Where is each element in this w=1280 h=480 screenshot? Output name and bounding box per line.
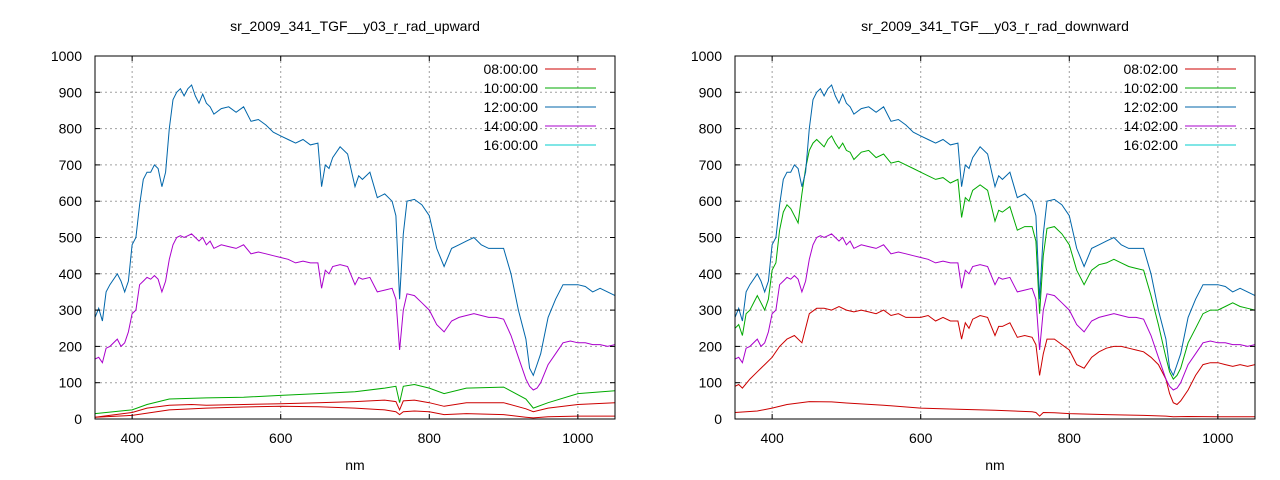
x-tick-label: 400 xyxy=(760,430,784,446)
series-group xyxy=(735,84,1255,418)
legend-label: 10:00:00 xyxy=(484,80,539,96)
y-tick-label: 700 xyxy=(699,157,723,173)
series-line xyxy=(735,135,1255,380)
series-line xyxy=(95,383,615,415)
y-tick-label: 800 xyxy=(699,121,723,137)
series-line xyxy=(95,399,615,418)
ticks: 0 100 200 300 400 500 600 700 800 900 1000 400 600 80… xyxy=(51,48,615,446)
y-tick-label: 700 xyxy=(59,157,83,173)
y-tick-label: 200 xyxy=(59,338,83,354)
x-tick-label: 600 xyxy=(909,430,933,446)
series-line xyxy=(735,401,1255,418)
x-tick-label: 800 xyxy=(418,430,442,446)
downward-radiance-chart: sr_2009_341_TGF__y03_r_rad_downward nm 0… xyxy=(691,18,1256,473)
series-line xyxy=(735,84,1255,377)
series-line xyxy=(95,84,615,377)
legend-label: 12:02:00 xyxy=(1124,99,1179,115)
y-tick-label: 100 xyxy=(699,375,723,391)
y-tick-label: 100 xyxy=(59,375,83,391)
series-line xyxy=(735,305,1255,406)
y-tick-label: 200 xyxy=(699,338,723,354)
series-group xyxy=(95,84,615,419)
series-line xyxy=(95,233,615,391)
chart-title: sr_2009_341_TGF__y03_r_rad_upward xyxy=(230,18,480,34)
legend: 08:02:00 10:02:00 12:02:00 14:02:00 16:02:00 xyxy=(1124,61,1236,153)
y-tick-label: 500 xyxy=(59,230,83,246)
y-tick-label: 300 xyxy=(699,302,723,318)
y-tick-label: 900 xyxy=(699,84,723,100)
x-tick-label: 1000 xyxy=(1202,430,1233,446)
y-tick-label: 800 xyxy=(59,121,83,137)
legend-label: 12:00:00 xyxy=(484,99,539,115)
legend-label: 10:02:00 xyxy=(1124,80,1179,96)
chart-title: sr_2009_341_TGF__y03_r_rad_downward xyxy=(861,18,1129,34)
y-tick-label: 500 xyxy=(699,230,723,246)
y-tick-label: 0 xyxy=(714,411,722,427)
x-tick-label: 400 xyxy=(120,430,144,446)
y-tick-label: 1000 xyxy=(691,48,722,64)
y-tick-label: 600 xyxy=(699,193,723,209)
ticks: 0 100 200 300 400 500 600 700 800 900 1000 400 600 80… xyxy=(691,48,1255,446)
legend-label: 08:00:00 xyxy=(484,61,539,77)
y-tick-label: 300 xyxy=(59,302,83,318)
x-tick-label: 1000 xyxy=(562,430,593,446)
grid-lines xyxy=(735,56,1255,419)
x-axis-label: nm xyxy=(345,457,364,473)
x-tick-label: 600 xyxy=(269,430,293,446)
x-tick-label: 800 xyxy=(1058,430,1082,446)
legend: 08:00:00 10:00:00 12:00:00 14:00:00 16:00:00 xyxy=(484,61,596,153)
y-tick-label: 900 xyxy=(59,84,83,100)
series-line xyxy=(735,233,1255,391)
series-line xyxy=(95,405,615,419)
legend-label: 16:02:00 xyxy=(1124,137,1179,153)
y-tick-label: 400 xyxy=(699,266,723,282)
y-tick-label: 600 xyxy=(59,193,83,209)
x-axis-label: nm xyxy=(985,457,1004,473)
y-tick-label: 0 xyxy=(74,411,82,427)
y-tick-label: 1000 xyxy=(51,48,82,64)
legend-label: 14:00:00 xyxy=(484,118,539,134)
legend-label: 14:02:00 xyxy=(1124,118,1179,134)
y-tick-label: 400 xyxy=(59,266,83,282)
legend-label: 16:00:00 xyxy=(484,137,539,153)
legend-label: 08:02:00 xyxy=(1124,61,1179,77)
grid-lines xyxy=(95,56,615,419)
upward-radiance-chart: sr_2009_341_TGF__y03_r_rad_upward nm 0 10… xyxy=(51,18,616,473)
